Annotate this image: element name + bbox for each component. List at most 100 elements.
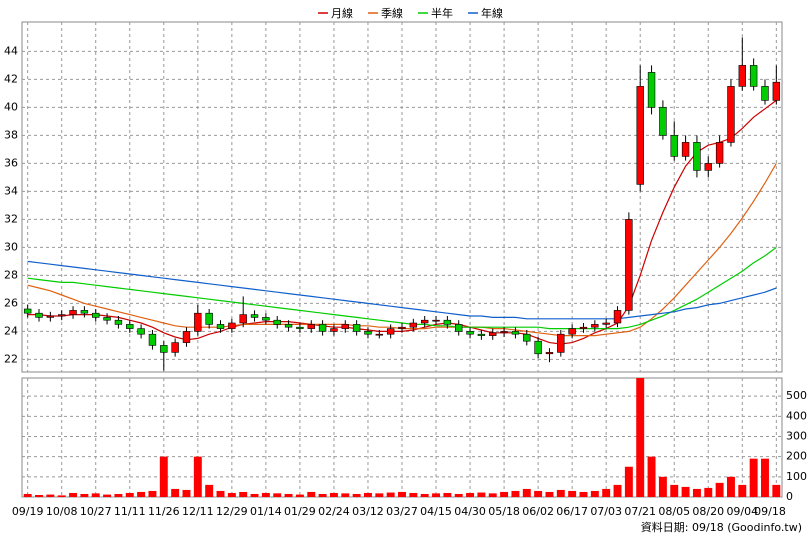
candle-body bbox=[35, 312, 43, 318]
volume-bar bbox=[91, 493, 100, 497]
volume-bar bbox=[318, 493, 327, 497]
candle-body bbox=[296, 326, 304, 329]
x-tick-label: 01/14 bbox=[250, 505, 282, 518]
candle-body bbox=[330, 328, 338, 332]
x-tick-label: 08/20 bbox=[692, 505, 724, 518]
volume-bar bbox=[352, 493, 361, 497]
y-tick-label: 26 bbox=[4, 296, 18, 309]
volume-bar bbox=[80, 493, 89, 497]
volume-bar bbox=[738, 484, 747, 497]
x-tick-label: 06/17 bbox=[556, 505, 588, 518]
x-tick-label: 10/08 bbox=[46, 505, 78, 518]
volume-bar bbox=[171, 488, 180, 497]
candle-body bbox=[57, 314, 66, 317]
candle-body bbox=[693, 142, 701, 171]
candle-body bbox=[284, 324, 293, 328]
y-tick-label: 30 bbox=[4, 240, 18, 253]
volume-bar bbox=[205, 484, 214, 497]
x-tick-label: 05/18 bbox=[488, 505, 520, 518]
candle-body bbox=[489, 332, 497, 336]
source-note: 資料日期: 09/18 (Goodinfo.tw) bbox=[641, 520, 802, 534]
legend-label: 季線 bbox=[381, 6, 403, 20]
volume-bar bbox=[534, 490, 543, 497]
y-tick-label: 28 bbox=[4, 268, 18, 281]
volume-bar bbox=[772, 484, 781, 497]
candle-body bbox=[103, 317, 111, 321]
x-tick-label: 04/15 bbox=[420, 505, 452, 518]
candle-body bbox=[500, 331, 508, 334]
volume-tick-label: 300 bbox=[786, 429, 807, 442]
volume-bar bbox=[193, 456, 202, 497]
candle-body bbox=[545, 352, 554, 355]
candle-body bbox=[160, 345, 168, 353]
volume-bar bbox=[46, 494, 55, 497]
volume-bar bbox=[182, 489, 191, 497]
volume-tick-label: 500 bbox=[786, 389, 807, 402]
volume-bar bbox=[398, 491, 406, 497]
volume-bar bbox=[284, 493, 293, 497]
candle-body bbox=[727, 86, 735, 143]
x-tick-label: 12/29 bbox=[216, 505, 248, 518]
volume-bar bbox=[409, 492, 418, 497]
x-tick-label: 02/24 bbox=[318, 505, 350, 518]
volume-bar bbox=[749, 458, 758, 497]
volume-bar bbox=[556, 489, 565, 497]
volume-bar bbox=[137, 491, 146, 497]
candle-body bbox=[182, 331, 191, 343]
y-tick-label: 44 bbox=[4, 44, 18, 57]
volume-bar bbox=[761, 458, 769, 497]
candle-body bbox=[194, 312, 202, 332]
volume-bar bbox=[159, 456, 168, 497]
volume-bar bbox=[454, 493, 463, 497]
volume-bar bbox=[420, 493, 429, 497]
volume-bar bbox=[658, 476, 667, 497]
x-tick-label: 09/04 bbox=[726, 505, 758, 518]
candle-body bbox=[250, 314, 259, 318]
x-tick-label: 09/18 bbox=[754, 505, 786, 518]
volume-bar bbox=[545, 491, 554, 497]
candle-body bbox=[761, 86, 769, 101]
candle-body bbox=[239, 314, 247, 324]
candle-body bbox=[602, 322, 610, 325]
candle-body bbox=[364, 331, 372, 335]
candle-body bbox=[749, 65, 758, 87]
candle-body bbox=[613, 310, 622, 324]
candle-body bbox=[352, 324, 361, 332]
candle-body bbox=[148, 333, 157, 346]
volume-tick-label: 200 bbox=[786, 450, 807, 463]
x-tick-label: 04/30 bbox=[454, 505, 486, 518]
x-tick-label: 07/03 bbox=[590, 505, 622, 518]
candle-body bbox=[216, 324, 225, 329]
y-tick-label: 24 bbox=[4, 324, 18, 337]
candle-body bbox=[205, 312, 213, 325]
candle-body bbox=[591, 324, 599, 328]
candle-body bbox=[69, 310, 77, 315]
volume-bar bbox=[295, 494, 304, 497]
volume-bar bbox=[726, 476, 735, 497]
y-tick-label: 36 bbox=[4, 156, 18, 169]
volume-tick-label: 100 bbox=[786, 470, 807, 483]
volume-bar bbox=[522, 488, 531, 497]
candle-body bbox=[534, 340, 542, 355]
volume-bar bbox=[443, 492, 452, 497]
legend-label: 半年 bbox=[431, 6, 453, 20]
candle-body bbox=[670, 135, 678, 157]
candle-body bbox=[114, 319, 123, 325]
candle-body bbox=[46, 315, 55, 318]
x-tick-label: 12/11 bbox=[182, 505, 214, 518]
volume-bar bbox=[341, 493, 350, 497]
candle-body bbox=[262, 317, 270, 321]
volume-bar bbox=[148, 490, 157, 497]
volume-bar bbox=[250, 493, 259, 497]
volume-bar bbox=[125, 492, 134, 497]
x-tick-label: 11/26 bbox=[148, 505, 180, 518]
candle-body bbox=[307, 324, 315, 329]
candle-body bbox=[420, 319, 429, 324]
candle-body bbox=[636, 86, 644, 185]
candle-body bbox=[341, 324, 349, 329]
volume-bar bbox=[69, 492, 78, 497]
candle-body bbox=[137, 328, 145, 335]
x-tick-label: 03/12 bbox=[352, 505, 384, 518]
candle-body bbox=[681, 142, 690, 157]
candle-body bbox=[126, 324, 134, 329]
